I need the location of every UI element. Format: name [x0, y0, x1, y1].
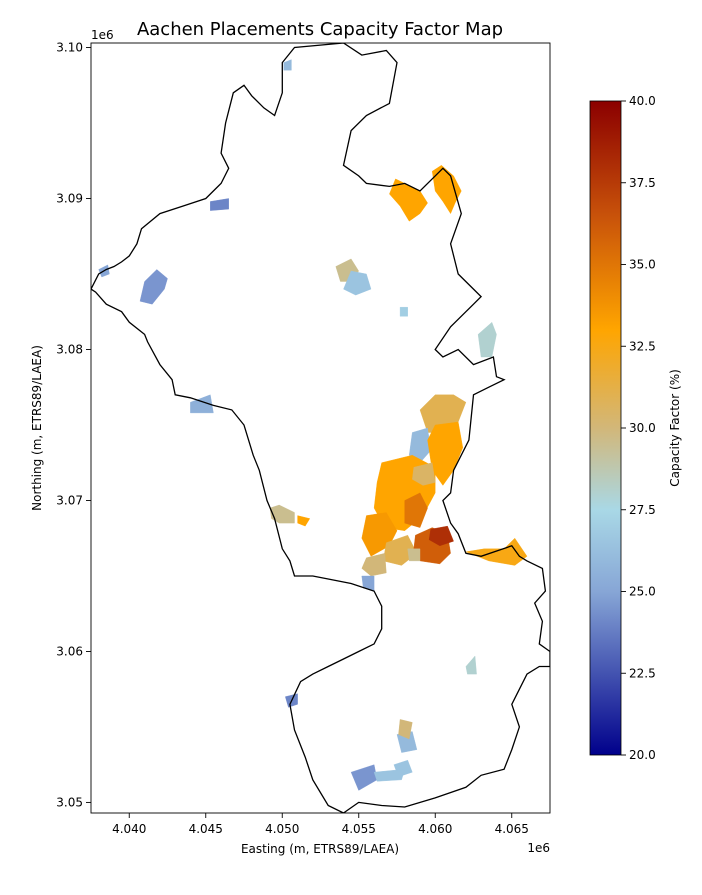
placement-zone: [210, 198, 229, 211]
x-tick-label: 4.060: [418, 822, 452, 836]
x-axis-ticks: 4.040 4.045 4.050 4.055 4.060 4.065: [112, 813, 529, 836]
colorbar-tick-label: 37.5: [629, 176, 656, 190]
y-axis-label: Northing (m, ETRS89/LAEA): [30, 345, 44, 511]
placement-zone: [431, 165, 462, 215]
chart-title: Aachen Placements Capacity Factor Map: [137, 19, 503, 40]
y-tick-label: 3.10: [56, 41, 83, 55]
x-axis-label: Easting (m, ETRS89/LAEA): [241, 842, 399, 856]
x-tick-label: 4.055: [342, 822, 376, 836]
placement-zone: [297, 515, 311, 527]
map-plot-area: [91, 43, 550, 813]
placement-zone: [269, 504, 295, 524]
x-tick-label: 4.065: [495, 822, 529, 836]
y-tick-label: 3.09: [56, 192, 83, 206]
placement-zone: [477, 321, 497, 358]
x-tick-label: 4.040: [112, 822, 146, 836]
placement-zone: [404, 492, 428, 528]
placement-zones: [98, 59, 528, 791]
placement-zone: [190, 394, 214, 414]
y-tick-label: 3.08: [56, 342, 83, 356]
colorbar-tick-label: 22.5: [629, 666, 656, 680]
y-tick-label: 3.06: [56, 644, 83, 658]
colorbar: [589, 100, 622, 756]
y-offset-label: 1e6: [91, 28, 114, 42]
y-tick-label: 3.07: [56, 493, 83, 507]
placement-zone: [412, 462, 436, 486]
colorbar-tick-label: 25.0: [629, 585, 656, 599]
placement-zone: [350, 764, 378, 791]
x-tick-label: 4.050: [265, 822, 299, 836]
placement-zone: [407, 548, 421, 562]
colorbar-tick-label: 40.0: [629, 94, 656, 108]
axes-frame: [90, 42, 551, 814]
colorbar-ticks: 20.0 22.5 25.0 27.5 30.0 32.5 35.0 37.5 40.0: [621, 94, 656, 762]
colorbar-label: Capacity Factor (%): [668, 369, 682, 487]
placement-zone: [139, 269, 168, 305]
colorbar-tick-label: 20.0: [629, 748, 656, 762]
placement-zone: [373, 768, 405, 782]
x-tick-label: 4.045: [189, 822, 223, 836]
placement-zone: [465, 655, 477, 675]
colorbar-tick-label: 27.5: [629, 503, 656, 517]
placement-zone: [408, 427, 431, 463]
colorbar-tick-label: 35.0: [629, 258, 656, 272]
aachen-boundary-outline: [91, 43, 550, 813]
placement-zone: [361, 553, 387, 577]
colorbar-tick-label: 30.0: [629, 421, 656, 435]
placement-zone: [283, 59, 292, 71]
x-offset-label: 1e6: [527, 841, 550, 855]
placement-zone: [427, 421, 464, 486]
placement-zone: [398, 719, 413, 740]
placement-zone: [399, 307, 408, 317]
y-tick-label: 3.05: [56, 795, 83, 809]
y-axis-ticks: 3.05 3.06 3.07 3.08 3.09 3.10: [56, 41, 91, 809]
placement-zone: [343, 270, 372, 296]
placement-zone: [428, 525, 454, 547]
colorbar-tick-label: 32.5: [629, 339, 656, 353]
placement-zone: [465, 537, 528, 566]
